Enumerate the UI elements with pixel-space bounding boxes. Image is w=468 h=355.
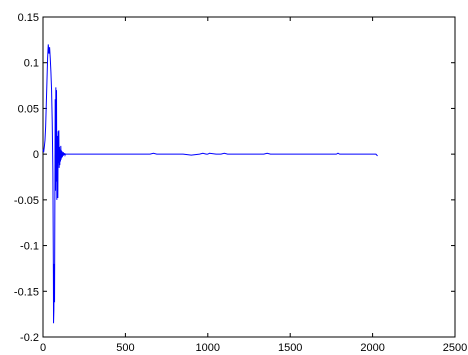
series-line-0 (42, 44, 378, 324)
x-tick-label: 2000 (360, 342, 384, 354)
y-tick-label: 0 (33, 149, 39, 161)
y-tick-label: -0.2 (20, 332, 39, 344)
x-axis: 0 500 1000 1500 2000 2500 (40, 17, 467, 354)
x-tick-label: 0 (40, 342, 46, 354)
x-tick-label: 2500 (443, 342, 467, 354)
y-tick-label: 0.15 (18, 12, 39, 24)
series-layer (42, 44, 378, 324)
y-axis: 0.15 0.1 0.05 0 -0.05 -0.1 -0.15 -0.2 (14, 12, 455, 344)
y-tick-label: -0.1 (20, 241, 39, 253)
y-tick-label: 0.1 (24, 58, 39, 70)
x-tick-label: 500 (116, 342, 134, 354)
x-tick-label: 1500 (278, 342, 302, 354)
plot-area (42, 16, 456, 338)
y-tick-label: -0.05 (14, 195, 39, 207)
x-tick-label: 1000 (196, 342, 220, 354)
y-tick-label: 0.05 (18, 103, 39, 115)
y-tick-label: -0.15 (14, 286, 39, 298)
